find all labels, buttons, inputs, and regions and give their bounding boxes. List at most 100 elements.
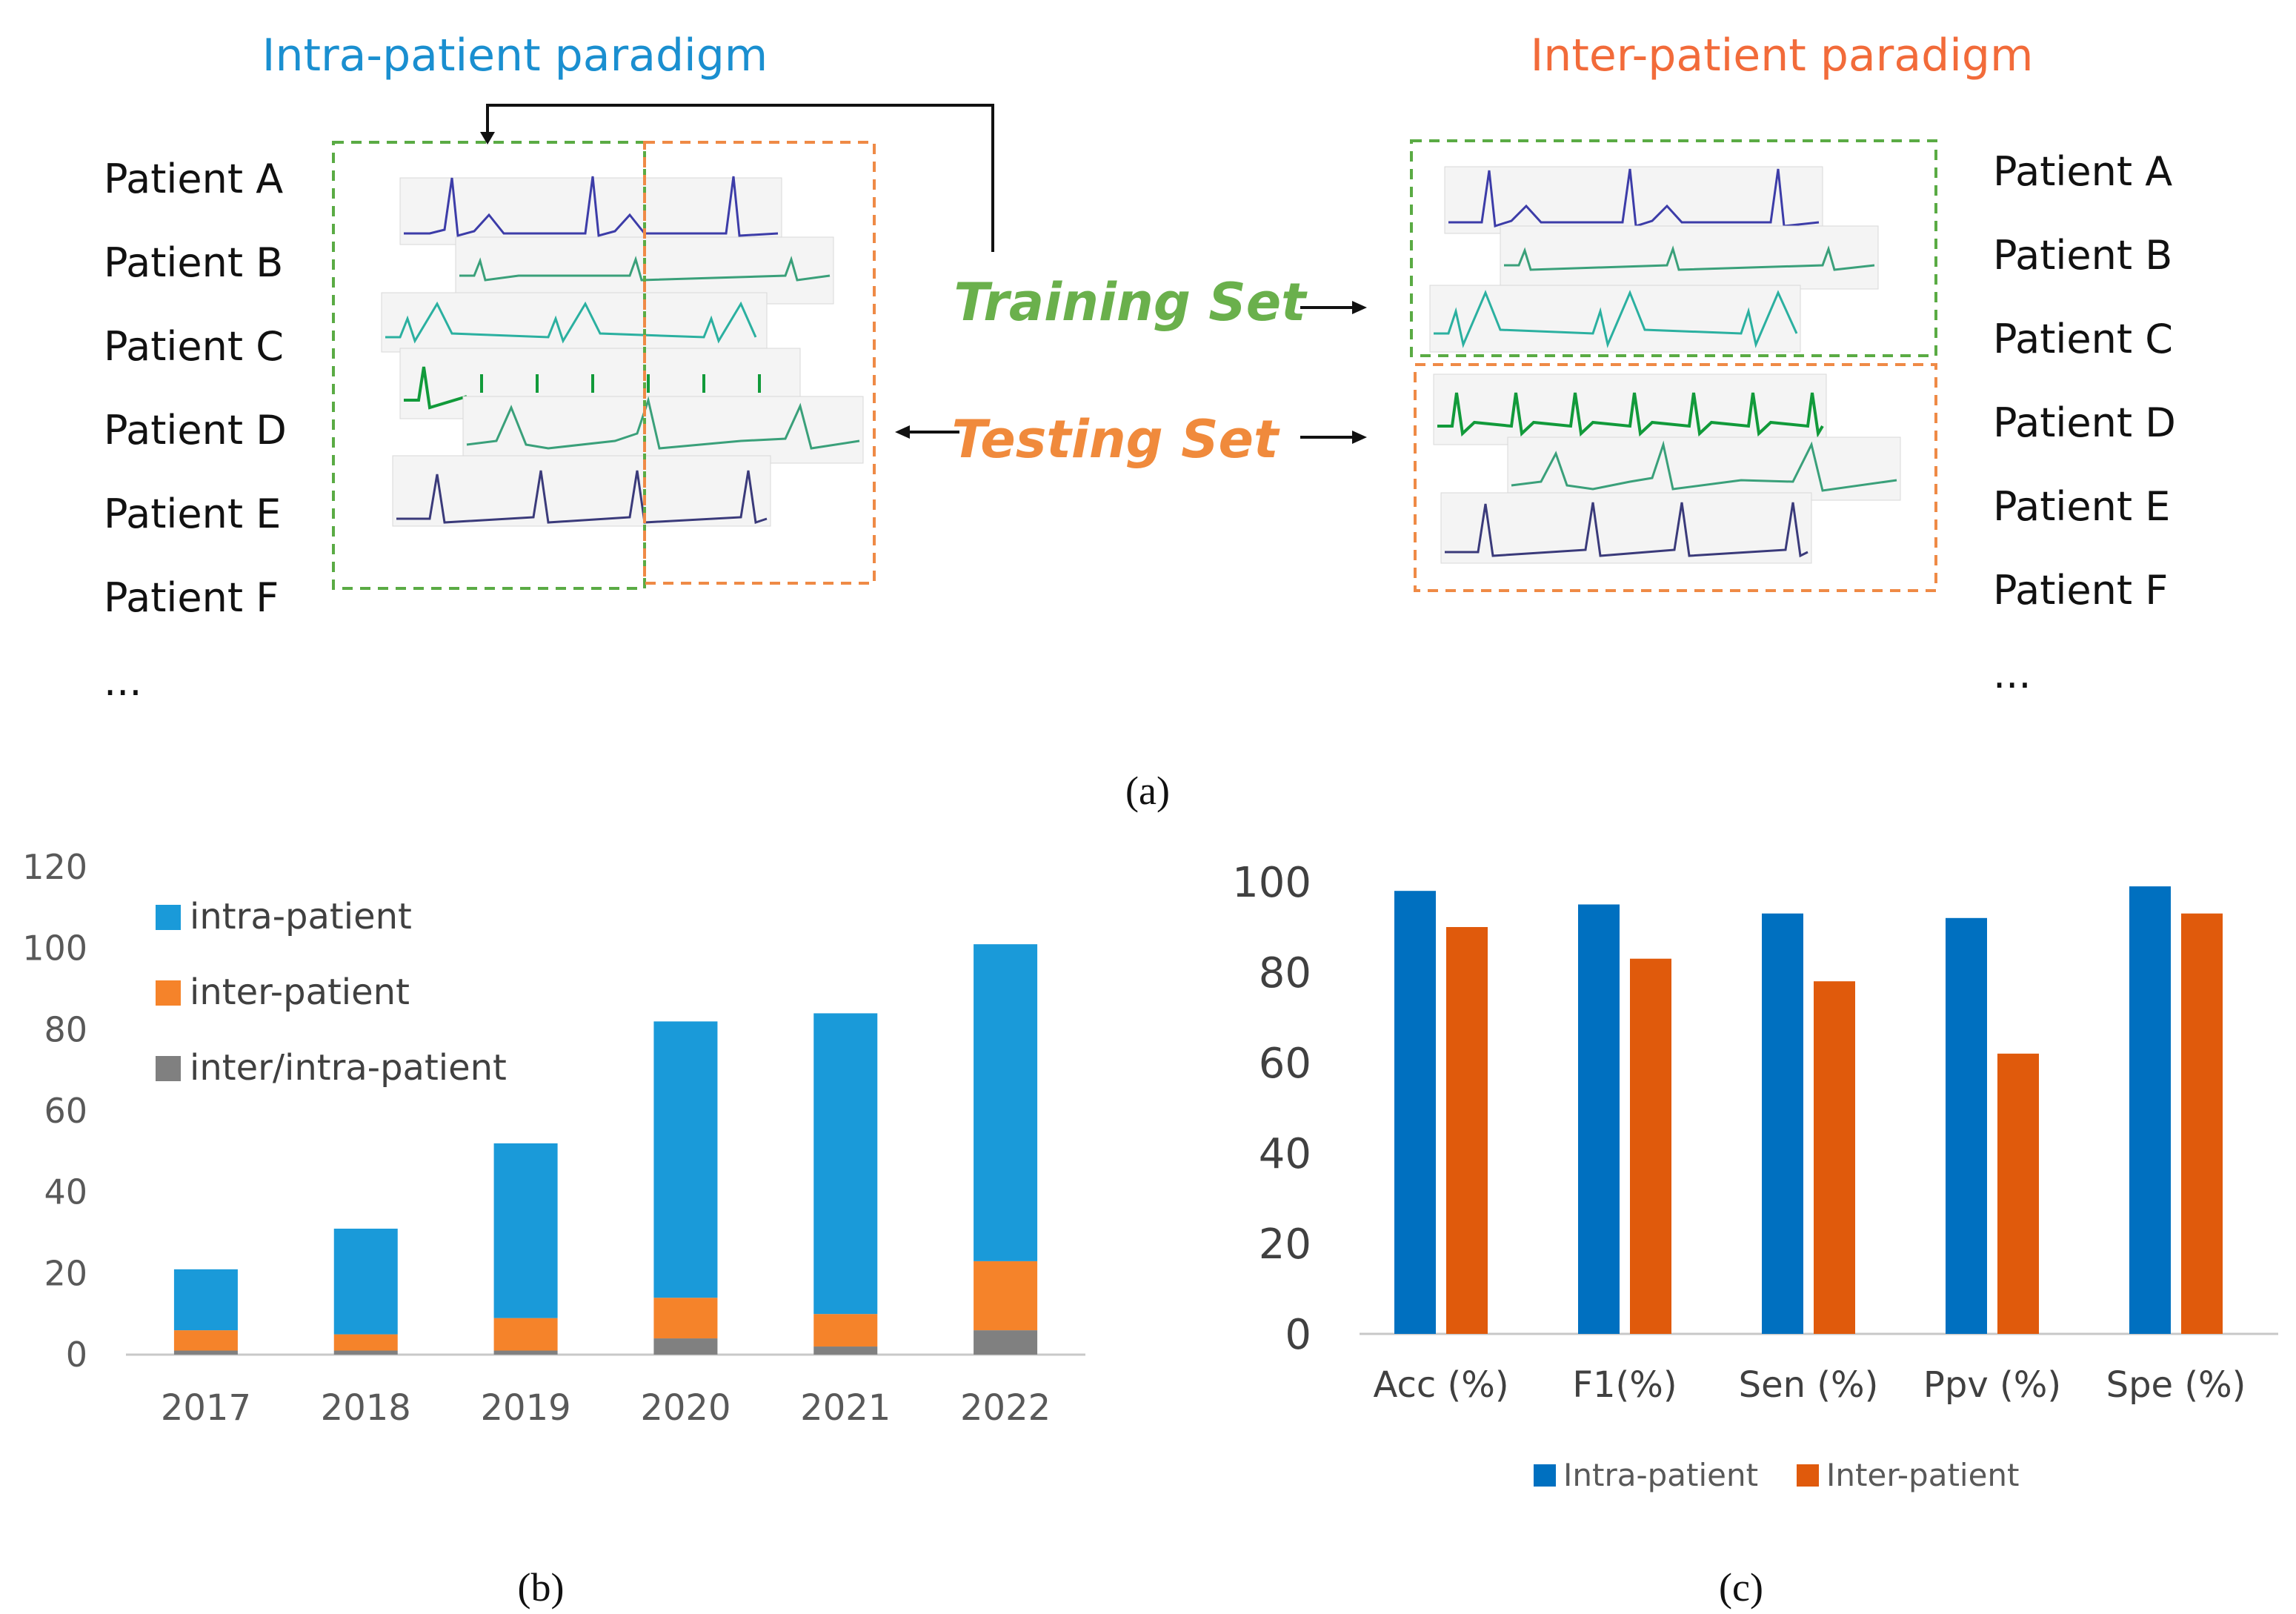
ecg-trace-a-left xyxy=(404,176,779,237)
left-patient-labels: Patient A Patient B Patient C Patient D Pati… xyxy=(104,156,287,705)
chart-c-legend-label: Intra-patient xyxy=(1563,1457,1758,1493)
chart-c-ytick: 40 xyxy=(1259,1130,1311,1178)
chart-b-bar-inter-patient xyxy=(173,1330,238,1351)
chart-b-bar-intra-patient xyxy=(653,1021,718,1298)
chart-c-xtick: Ppv (%) xyxy=(1923,1364,2061,1406)
chart-b-bar-intra-patient xyxy=(173,1269,238,1331)
chart-c-bar-intra-patient xyxy=(1578,904,1620,1334)
right-training-box xyxy=(1410,139,1937,357)
chart-b-bar-inter-patient xyxy=(493,1318,558,1351)
ecg-trace-b-right xyxy=(1504,245,1875,271)
chart-b-xtick: 2020 xyxy=(640,1387,731,1429)
chart-c-xtick: Spe (%) xyxy=(2106,1364,2246,1406)
chart-b-bar-inter-patient xyxy=(974,1261,1038,1331)
left-patient-label: Patient C xyxy=(104,323,284,370)
left-patient-label: Patient B xyxy=(104,239,283,286)
ecg-trace-d-right xyxy=(1437,392,1824,438)
chart-c-performance: 0 20 40 60 80 100 Acc (%) F1(%) Sen (%) Ppv (%) Sp… xyxy=(1232,859,2278,1493)
right-patient-label: Patient E xyxy=(1993,483,2170,530)
chart-c-bar-intra-patient xyxy=(2129,886,2171,1334)
chart-c-ytick: 60 xyxy=(1259,1040,1311,1088)
ecg-trace-b-left xyxy=(459,256,831,282)
chart-b-bar-inter-intra-patient xyxy=(974,1330,1038,1355)
right-ecg-strips xyxy=(1429,166,1901,564)
right-patient-labels: Patient A Patient B Patient C Patient D Pati… xyxy=(1993,148,2176,697)
chart-b-ytick: 100 xyxy=(22,929,87,969)
chart-b-bar-intra-patient xyxy=(974,944,1038,1261)
left-ecg-strips xyxy=(381,176,864,527)
testing-left-arrowhead xyxy=(895,425,910,439)
training-return-arrowhead xyxy=(480,132,495,145)
chart-b-bar-inter-patient xyxy=(333,1334,398,1351)
chart-b-ytick: 80 xyxy=(44,1009,87,1049)
chart-b-legend-label: inter/intra-patient xyxy=(190,1047,507,1089)
chart-b-xtick: 2018 xyxy=(321,1387,411,1429)
chart-b-bar-inter-intra-patient xyxy=(653,1338,718,1355)
left-patient-label: Patient D xyxy=(104,407,287,454)
right-patient-label: Patient B xyxy=(1993,232,2172,279)
chart-b-ytick: 60 xyxy=(44,1091,87,1131)
right-patient-label: Patient F xyxy=(1993,567,2168,614)
chart-b-legend-swatch xyxy=(156,980,181,1006)
panel-a-diagram: Intra-patient paradigm Inter-patient par… xyxy=(104,30,2176,813)
caption-c: (c) xyxy=(1719,1565,1763,1610)
left-patient-label: Patient F xyxy=(104,574,279,621)
caption-a: (a) xyxy=(1125,768,1170,813)
caption-b: (b) xyxy=(518,1565,565,1610)
left-testing-box xyxy=(643,141,876,585)
chart-b-bar-inter-intra-patient xyxy=(493,1350,558,1355)
chart-c-bar-inter-patient xyxy=(1997,1053,2039,1334)
ecg-grid-c-right xyxy=(1429,285,1801,353)
chart-b-xtick: 2022 xyxy=(960,1387,1051,1429)
chart-c-legend-swatch xyxy=(1797,1464,1819,1487)
testing-right-arrowhead xyxy=(1352,431,1367,444)
right-patient-label: Patient C xyxy=(1993,316,2173,362)
ecg-grid-f-left xyxy=(392,455,771,527)
left-patient-label: Patient E xyxy=(104,491,281,537)
training-set-label: Training Set xyxy=(954,272,1308,333)
chart-b-bar-inter-intra-patient xyxy=(173,1350,238,1355)
chart-b-bar-inter-patient xyxy=(813,1314,878,1347)
ecg-trace-d-left xyxy=(404,366,761,410)
chart-b-bar-intra-patient xyxy=(333,1229,398,1335)
ecg-trace-c-left xyxy=(385,301,757,344)
chart-c-ytick: 20 xyxy=(1259,1221,1311,1269)
chart-c-bar-intra-patient xyxy=(1946,917,1987,1334)
right-patient-label: Patient D xyxy=(1993,399,2176,446)
chart-c-bar-intra-patient xyxy=(1394,891,1436,1334)
chart-b-ytick: 0 xyxy=(66,1335,87,1375)
chart-b-ytick: 120 xyxy=(22,847,87,887)
ecg-grid-e-left xyxy=(462,396,864,464)
left-training-box xyxy=(332,141,646,590)
chart-b-bar-intra-patient xyxy=(813,1013,878,1315)
chart-c-bar-inter-patient xyxy=(2181,913,2223,1334)
ecg-trace-e-left xyxy=(466,396,860,450)
chart-b-xtick: 2017 xyxy=(161,1387,251,1429)
chart-b-legend-label: inter-patient xyxy=(190,972,410,1013)
inter-title: Inter-patient paradigm xyxy=(1531,30,2034,82)
ecg-trace-c-right xyxy=(1434,290,1798,348)
ecg-trace-a-right xyxy=(1448,168,1820,228)
testing-set-label: Testing Set xyxy=(952,409,1281,470)
chart-b-legend-swatch xyxy=(156,1056,181,1081)
chart-b-bar-intra-patient xyxy=(493,1143,558,1318)
ecg-trace-e-right xyxy=(1511,440,1897,492)
chart-c-bar-intra-patient xyxy=(1762,913,1803,1334)
right-patient-label: ... xyxy=(1993,651,2032,697)
left-patient-label: ... xyxy=(104,658,142,705)
chart-b-xtick: 2019 xyxy=(481,1387,571,1429)
right-patient-label: Patient A xyxy=(1993,148,2172,195)
chart-c-bar-inter-patient xyxy=(1630,958,1671,1334)
chart-b-ytick: 20 xyxy=(44,1253,87,1293)
intra-title: Intra-patient paradigm xyxy=(262,30,768,82)
chart-c-ytick: 80 xyxy=(1259,949,1311,997)
chart-b-xtick: 2021 xyxy=(800,1387,891,1429)
chart-c-xtick: F1(%) xyxy=(1572,1364,1677,1406)
chart-c-bar-inter-patient xyxy=(1446,927,1488,1334)
ecg-grid-d-right xyxy=(1433,373,1827,445)
chart-c-xtick: Sen (%) xyxy=(1739,1364,1879,1406)
chart-b-legend-swatch xyxy=(156,905,181,930)
chart-b-bar-inter-intra-patient xyxy=(333,1350,398,1355)
chart-c-xtick: Acc (%) xyxy=(1373,1364,1508,1406)
